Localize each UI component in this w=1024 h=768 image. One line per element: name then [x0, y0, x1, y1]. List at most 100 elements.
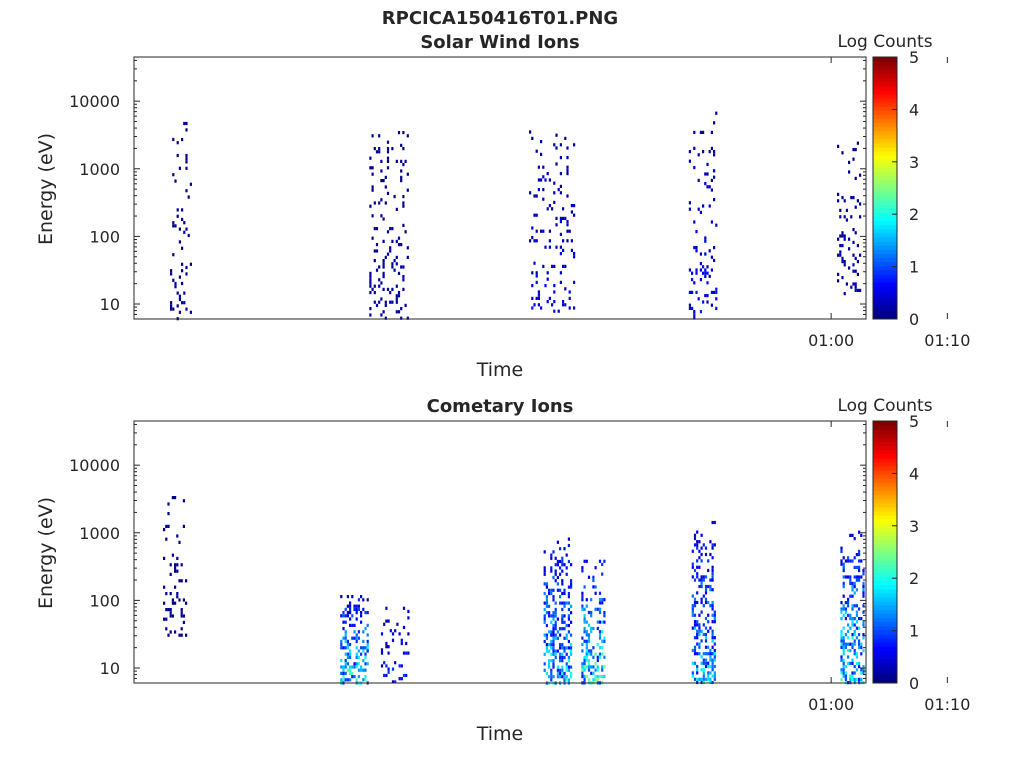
data-pixel	[543, 639, 546, 644]
spectrogram-area	[170, 111, 862, 321]
data-pixel	[559, 547, 562, 551]
data-pixel	[855, 652, 858, 656]
data-pixel	[693, 543, 697, 547]
data-pixel	[693, 661, 697, 665]
colorbar-segment	[873, 93, 897, 99]
data-pixel	[594, 607, 597, 611]
data-pixel	[554, 655, 557, 660]
data-pixel	[702, 575, 705, 579]
data-pixel	[185, 157, 188, 161]
data-pixel	[364, 652, 367, 656]
data-pixel	[383, 661, 386, 665]
data-pixel	[700, 639, 703, 643]
data-pixel	[704, 294, 707, 298]
data-pixel	[839, 234, 842, 238]
data-pixel	[852, 263, 855, 267]
data-pixel	[552, 636, 555, 640]
colorbar-segment	[873, 118, 897, 123]
data-pixel	[394, 680, 397, 684]
data-pixel	[554, 620, 557, 624]
data-pixel	[371, 166, 374, 170]
data-pixel	[395, 207, 398, 211]
data-pixel	[853, 649, 856, 653]
data-pixel	[389, 246, 392, 250]
colorbar-segment	[873, 163, 897, 169]
data-pixel	[366, 623, 369, 627]
data-pixel	[402, 147, 405, 151]
data-pixel	[693, 652, 697, 656]
data-pixel	[346, 639, 349, 643]
panel-title: Cometary Ions	[427, 396, 574, 417]
data-pixel	[380, 214, 383, 218]
data-pixel	[565, 675, 568, 679]
data-pixel	[851, 559, 854, 563]
data-pixel	[839, 244, 842, 248]
data-pixel	[404, 303, 407, 307]
data-pixel	[704, 661, 708, 665]
data-pixel	[405, 641, 408, 646]
data-pixel	[178, 227, 181, 231]
data-pixel	[357, 630, 360, 634]
data-pixel	[601, 620, 604, 624]
data-pixel	[561, 607, 564, 612]
data-pixel	[563, 604, 566, 608]
data-pixel	[385, 619, 388, 623]
data-pixel	[380, 169, 383, 173]
data-pixel	[371, 134, 374, 138]
data-pixel	[844, 671, 847, 675]
data-pixel	[544, 178, 547, 182]
data-pixel	[387, 645, 390, 649]
data-pixel	[353, 662, 356, 666]
data-pixel	[556, 559, 559, 564]
data-pixel	[375, 249, 379, 253]
data-pixel	[695, 230, 698, 234]
data-pixel	[174, 281, 177, 286]
data-pixel	[711, 568, 714, 573]
data-pixel	[585, 559, 588, 563]
data-pixel	[585, 655, 588, 659]
data-pixel	[531, 226, 534, 230]
data-pixel	[400, 641, 403, 646]
data-pixel	[189, 262, 192, 266]
data-pixel	[700, 575, 703, 579]
data-pixel	[849, 613, 852, 617]
data-pixel	[567, 607, 570, 612]
data-pixel	[842, 671, 845, 675]
data-pixel	[373, 259, 376, 263]
data-pixel	[378, 150, 381, 154]
data-pixel	[546, 207, 549, 211]
data-pixel	[171, 614, 174, 618]
data-pixel	[581, 668, 584, 672]
data-pixel	[165, 592, 168, 596]
data-pixel	[378, 284, 381, 288]
data-pixel	[704, 274, 707, 278]
data-pixel	[340, 639, 343, 643]
data-pixel	[860, 559, 863, 563]
data-pixel	[601, 601, 604, 605]
data-pixel	[561, 579, 564, 583]
data-pixel	[707, 674, 710, 678]
colorbar-segment	[873, 453, 897, 459]
data-pixel	[711, 645, 714, 649]
data-pixel	[373, 291, 376, 295]
data-pixel	[840, 655, 843, 659]
data-pixel	[854, 269, 857, 273]
data-pixel	[590, 665, 593, 669]
data-pixel	[860, 652, 863, 656]
data-pixel	[688, 306, 691, 310]
data-pixel	[559, 143, 562, 147]
data-pixel	[406, 316, 409, 320]
data-pixel	[581, 671, 584, 675]
data-pixel	[567, 585, 570, 589]
data-pixel	[545, 649, 548, 653]
data-pixel	[691, 610, 694, 614]
data-pixel	[596, 642, 599, 647]
data-pixel	[711, 661, 714, 665]
data-pixel	[598, 610, 602, 615]
colorbar-segment	[873, 314, 897, 320]
data-pixel	[531, 296, 534, 300]
data-pixel	[556, 540, 559, 544]
data-pixel	[357, 668, 360, 672]
data-pixel	[369, 281, 372, 285]
data-pixel	[391, 262, 394, 266]
